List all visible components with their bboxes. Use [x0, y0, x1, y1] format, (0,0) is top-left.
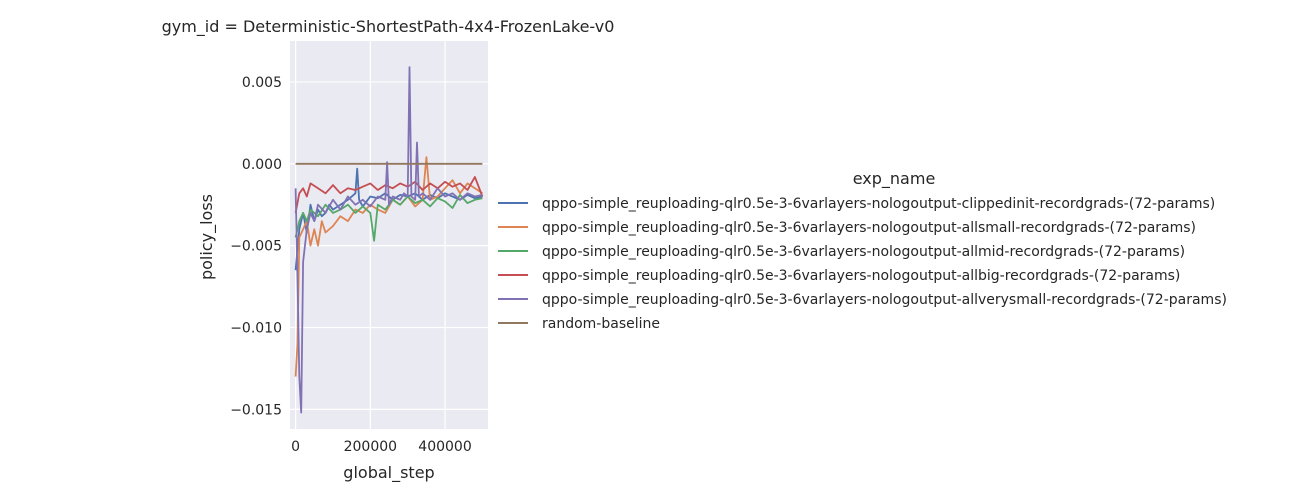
y-tick-label: −0.005 [230, 239, 282, 255]
legend: exp_name qppo-simple_reuploading-qlr0.5e… [498, 169, 1227, 332]
legend-label: qppo-simple_reuploading-qlr0.5e-3-6varla… [542, 268, 1180, 284]
series-lines [294, 66, 484, 414]
legend-label: qppo-simple_reuploading-qlr0.5e-3-6varla… [542, 244, 1185, 260]
legend-item: qppo-simple_reuploading-qlr0.5e-3-6varla… [498, 220, 1196, 236]
legend-label: qppo-simple_reuploading-qlr0.5e-3-6varla… [542, 220, 1196, 236]
x-tick-labels: 0 200000 400000 [291, 439, 472, 455]
x-tick-label: 200000 [344, 439, 397, 455]
y-tick-label: −0.015 [230, 402, 282, 418]
y-axis-label: policy_loss [197, 194, 217, 280]
legend-label: random-baseline [542, 316, 660, 332]
y-tick-label: −0.010 [230, 320, 282, 336]
legend-item: qppo-simple_reuploading-qlr0.5e-3-6varla… [498, 196, 1215, 212]
legend-label: qppo-simple_reuploading-qlr0.5e-3-6varla… [542, 196, 1215, 212]
x-axis-label: global_step [343, 463, 434, 483]
y-tick-labels: −0.015 −0.010 −0.005 0.000 0.005 [230, 75, 282, 418]
legend-item: qppo-simple_reuploading-qlr0.5e-3-6varla… [498, 268, 1180, 284]
y-tick-label: 0.005 [242, 75, 282, 91]
legend-label: qppo-simple_reuploading-qlr0.5e-3-6varla… [542, 292, 1227, 308]
series-line-4 [294, 175, 484, 214]
x-tick-label: 400000 [418, 439, 471, 455]
x-tick-label: 0 [291, 439, 300, 455]
series-line-5 [294, 66, 483, 414]
legend-title: exp_name [853, 169, 936, 189]
legend-items: qppo-simple_reuploading-qlr0.5e-3-6varla… [498, 196, 1227, 332]
legend-item: random-baseline [498, 316, 660, 332]
plot-area [290, 41, 488, 429]
chart-title: gym_id = Deterministic-ShortestPath-4x4-… [162, 17, 615, 37]
legend-item: qppo-simple_reuploading-qlr0.5e-3-6varla… [498, 292, 1227, 308]
series-line-2 [294, 156, 483, 377]
legend-item: qppo-simple_reuploading-qlr0.5e-3-6varla… [498, 244, 1185, 260]
y-tick-label: 0.000 [242, 157, 282, 173]
